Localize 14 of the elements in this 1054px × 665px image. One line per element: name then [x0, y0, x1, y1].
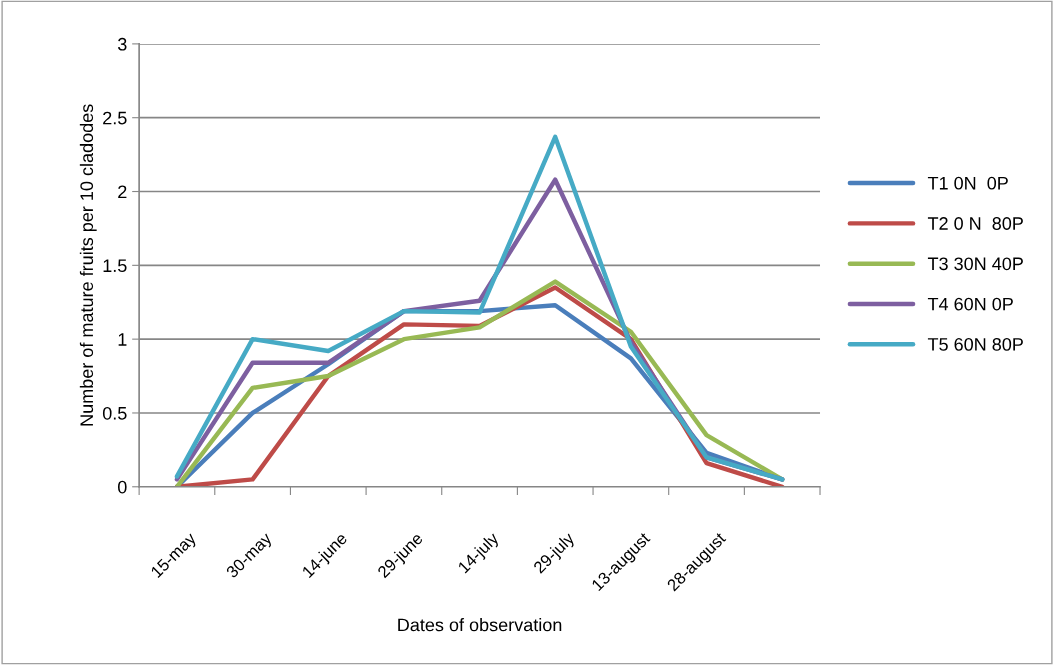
legend-label: T1 0N 0P	[927, 176, 1008, 190]
legend-label: T2 0 N 80P	[927, 217, 1023, 230]
legend-label: T4 60N 0P	[927, 297, 1013, 311]
y-tick-label: 0	[117, 480, 127, 494]
y-tick-label: 2	[118, 185, 127, 199]
y-axis-title: Number of mature fruits per 10 cladodes	[79, 104, 97, 426]
x-axis-title: Dates of observation	[398, 618, 562, 632]
y-tick-label: 2.5	[103, 111, 127, 125]
y-tick-label: 3	[117, 37, 127, 51]
y-tick-label: 1.5	[103, 259, 127, 273]
y-tick-label: 0.5	[102, 406, 127, 420]
legend-label: T5 60N 80P	[927, 338, 1023, 351]
legend-label: T3 30N 40P	[927, 257, 1023, 271]
y-tick-label: 1	[118, 333, 127, 346]
